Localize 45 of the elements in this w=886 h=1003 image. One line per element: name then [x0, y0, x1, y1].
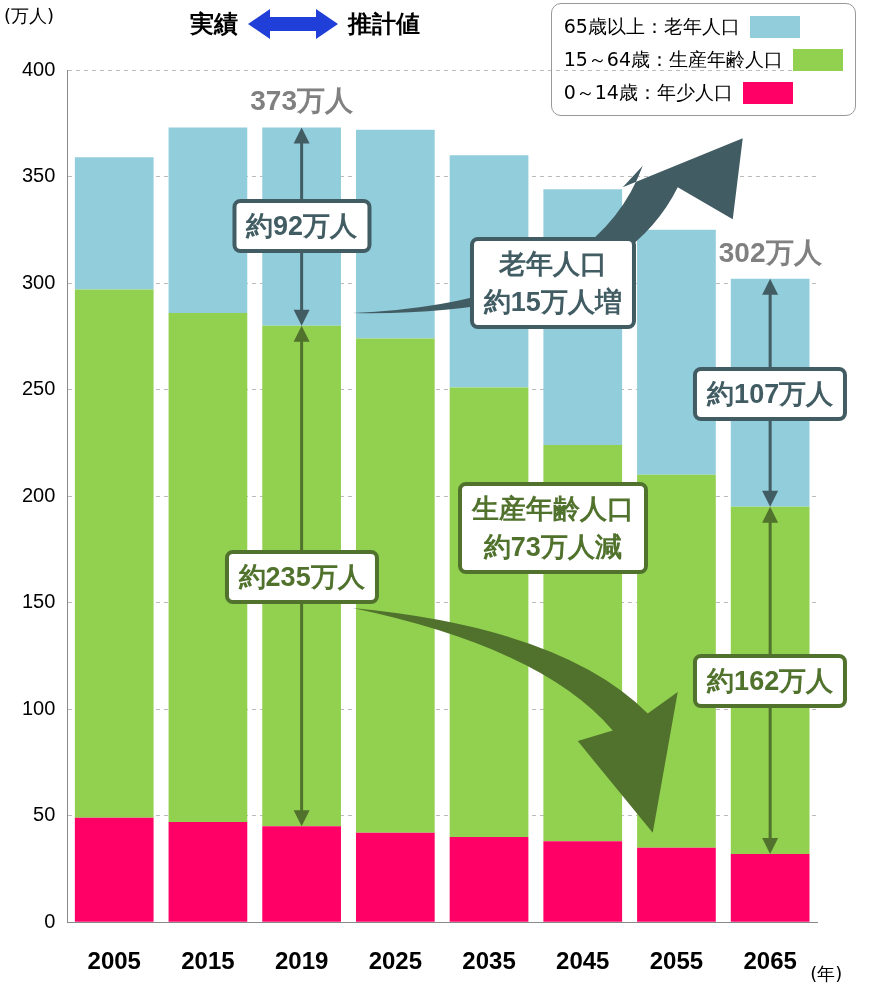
bar [74, 157, 154, 290]
bar [355, 129, 435, 339]
annotation: 302万人 [718, 236, 823, 268]
legend-label: 65歳以上：老年人口 [563, 13, 740, 39]
y-tick-label: 400 [21, 57, 56, 80]
y-tick-label: 250 [21, 377, 56, 400]
annotation: 約92万人 [246, 209, 358, 243]
bar [730, 854, 810, 922]
y-tick-label: 350 [21, 164, 56, 187]
y-tick-label: 100 [21, 696, 56, 719]
x-axis-title: (年) [810, 962, 843, 984]
text: 実績 [190, 9, 238, 40]
x-tick-label: 2005 [87, 947, 141, 975]
y-tick-label: 300 [21, 270, 56, 293]
bar [262, 826, 341, 922]
x-tick-label: 2025 [368, 947, 423, 975]
x-tick-label: 2035 [462, 947, 516, 975]
bar [543, 841, 623, 922]
annotation: 約15万人増 [483, 286, 622, 320]
annotation: 生産年齢人口 [471, 493, 634, 527]
x-tick-label: 2045 [556, 947, 610, 975]
x-tick-label: 2019 [274, 947, 329, 975]
bar [449, 836, 529, 922]
x-tick-label: 2015 [181, 947, 235, 975]
y-tick-label: 50 [33, 803, 56, 826]
bar [355, 832, 435, 922]
bar [74, 289, 154, 818]
annotation: 老年人口 [497, 248, 608, 282]
bar [168, 822, 248, 922]
text: 推計値 [348, 9, 420, 40]
annotation: 約162万人 [707, 665, 834, 699]
x-tick-label: 2055 [649, 947, 704, 975]
bar [74, 817, 154, 922]
annotation: 約73万人減 [482, 531, 623, 565]
annotation: 約107万人 [707, 377, 834, 411]
legend-label: 0～14歳：年少人口 [563, 79, 733, 105]
annotation: 約235万人 [238, 561, 365, 595]
y-tick-label: 150 [21, 590, 56, 613]
bar [637, 847, 716, 922]
y-axis-title: (万人) [4, 4, 55, 26]
y-tick-label: 200 [21, 483, 56, 506]
x-tick-label: 2065 [743, 947, 797, 975]
legend-label: 15～64歳：生産年齢人口 [563, 46, 783, 72]
annotation: 373万人 [250, 85, 354, 117]
y-tick-label: 0 [44, 909, 56, 932]
